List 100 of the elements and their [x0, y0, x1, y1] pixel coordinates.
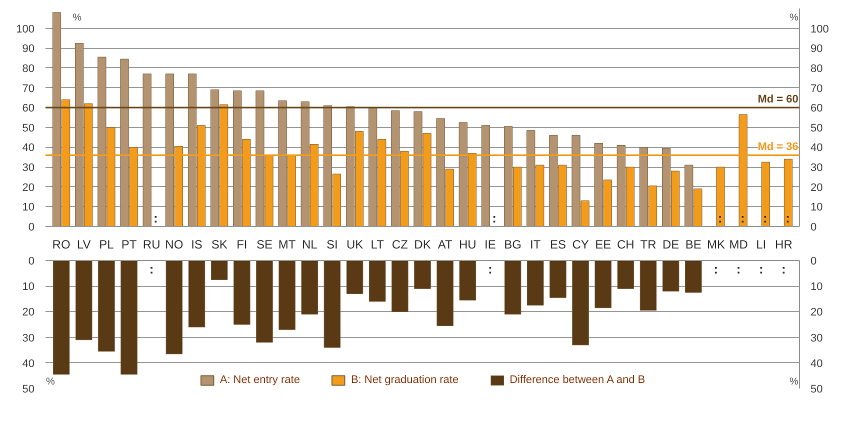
bar: [761, 162, 770, 226]
y2-tick-label: 60: [810, 102, 823, 115]
y2-tick-label: 10: [810, 202, 823, 214]
x-tick-label: HR: [775, 238, 793, 252]
x-tick-label: IE: [484, 238, 496, 252]
y2-tick-label: 50: [810, 384, 823, 396]
y2-tick-label: 50: [810, 122, 823, 134]
bar: [234, 260, 250, 325]
annotation: %: [789, 12, 798, 24]
bar: [414, 260, 431, 289]
annotation: :: [718, 210, 722, 226]
y-tick-label: 100: [16, 23, 35, 36]
y2-tick-label: 20: [810, 182, 823, 194]
x-tick-label: SE: [256, 238, 272, 252]
annotation: :: [488, 262, 492, 276]
x-tick-label: SK: [211, 238, 228, 252]
annotation: :: [786, 210, 790, 226]
bar: [662, 260, 680, 292]
y-tick-label: 10: [22, 281, 35, 294]
annotation: :: [740, 210, 745, 226]
y-tick-label: 80: [22, 62, 35, 75]
bar: [459, 260, 476, 300]
x-tick-label: LI: [756, 238, 766, 252]
bar: [278, 260, 296, 330]
legend-label: A: Net entry rate: [220, 374, 300, 386]
bar: [346, 260, 364, 294]
y2-tick-label: 20: [810, 306, 823, 319]
bar: [436, 260, 454, 326]
y2-tick-label: 30: [810, 332, 823, 344]
y-tick-label: 90: [22, 43, 35, 56]
y-tick-label: 70: [22, 82, 35, 95]
x-tick-label: TR: [640, 238, 657, 252]
y-tick-label: 50: [22, 122, 35, 134]
annotation: %: [72, 12, 82, 24]
x-tick-label: FI: [236, 238, 248, 252]
x-tick-label: BE: [685, 238, 702, 252]
x-tick-label: LV: [76, 238, 91, 252]
bar: [142, 74, 152, 226]
x-tick-label: EE: [595, 238, 612, 252]
y2-tick-label: 10: [810, 281, 823, 294]
annotation: :: [763, 210, 768, 226]
x-tick-label: UK: [346, 238, 364, 252]
x-tick-label: RU: [142, 238, 160, 252]
bar: [210, 260, 228, 280]
annotation: :: [736, 262, 741, 276]
y-tick-label: 40: [22, 358, 35, 370]
bar: [368, 260, 386, 302]
y-tick-label: 10: [22, 202, 35, 214]
bar: [166, 260, 183, 354]
annotation: :: [492, 210, 496, 226]
bar: [120, 260, 138, 375]
bar: [324, 260, 341, 348]
x-tick-label: CH: [617, 238, 634, 252]
annotation: :: [758, 262, 764, 276]
annotation: %: [789, 376, 798, 388]
bar: [685, 260, 702, 293]
y-tick-label: 20: [22, 182, 35, 194]
x-tick-label: AT: [438, 238, 453, 252]
bar: [392, 260, 408, 312]
bar: [594, 260, 612, 308]
legend-label: B: Net graduation rate: [350, 374, 459, 386]
bar: [188, 260, 206, 328]
y2-tick-label: 80: [810, 62, 823, 75]
x-tick-label: CZ: [392, 238, 408, 252]
x-tick-label: PL: [99, 238, 114, 252]
x-tick-label: NO: [165, 238, 184, 252]
x-tick-label: ES: [550, 238, 566, 252]
annotation: :: [149, 262, 154, 276]
bar: [504, 260, 522, 315]
bar: [716, 166, 725, 226]
y-tick-label: 0: [28, 256, 35, 268]
x-tick-label: CY: [572, 238, 589, 252]
x-tick-label: SI: [326, 238, 338, 252]
x-tick-label: IS: [191, 238, 202, 252]
annotation: :: [714, 262, 718, 276]
bar: [617, 260, 634, 289]
bar: [76, 260, 92, 340]
y-tick-label: 30: [22, 162, 35, 174]
bar: [640, 260, 657, 311]
bar: [52, 260, 70, 375]
y2-tick-label: 0: [810, 222, 817, 234]
ref-line-label: Md = 60: [758, 94, 798, 106]
y-tick-label: 30: [22, 332, 35, 344]
y2-tick-label: 90: [810, 43, 823, 56]
x-tick-label: MK: [706, 238, 725, 252]
x-tick-label: BG: [504, 238, 522, 252]
bar: [98, 260, 115, 352]
bar: [550, 260, 566, 298]
y2-tick-label: 30: [810, 162, 823, 174]
legend-label: Difference between A and B: [510, 374, 646, 386]
x-tick-label: DE: [662, 238, 680, 252]
y2-tick-label: 0: [810, 256, 817, 268]
x-tick-label: NL: [302, 238, 318, 252]
ref-line-label: Md = 36: [758, 141, 798, 154]
bar: [256, 260, 273, 343]
x-tick-label: MT: [278, 238, 296, 252]
x-tick-label: LT: [370, 238, 385, 252]
annotation: :: [782, 262, 786, 276]
annotation: %: [46, 376, 55, 388]
y2-tick-label: 100: [810, 23, 829, 36]
